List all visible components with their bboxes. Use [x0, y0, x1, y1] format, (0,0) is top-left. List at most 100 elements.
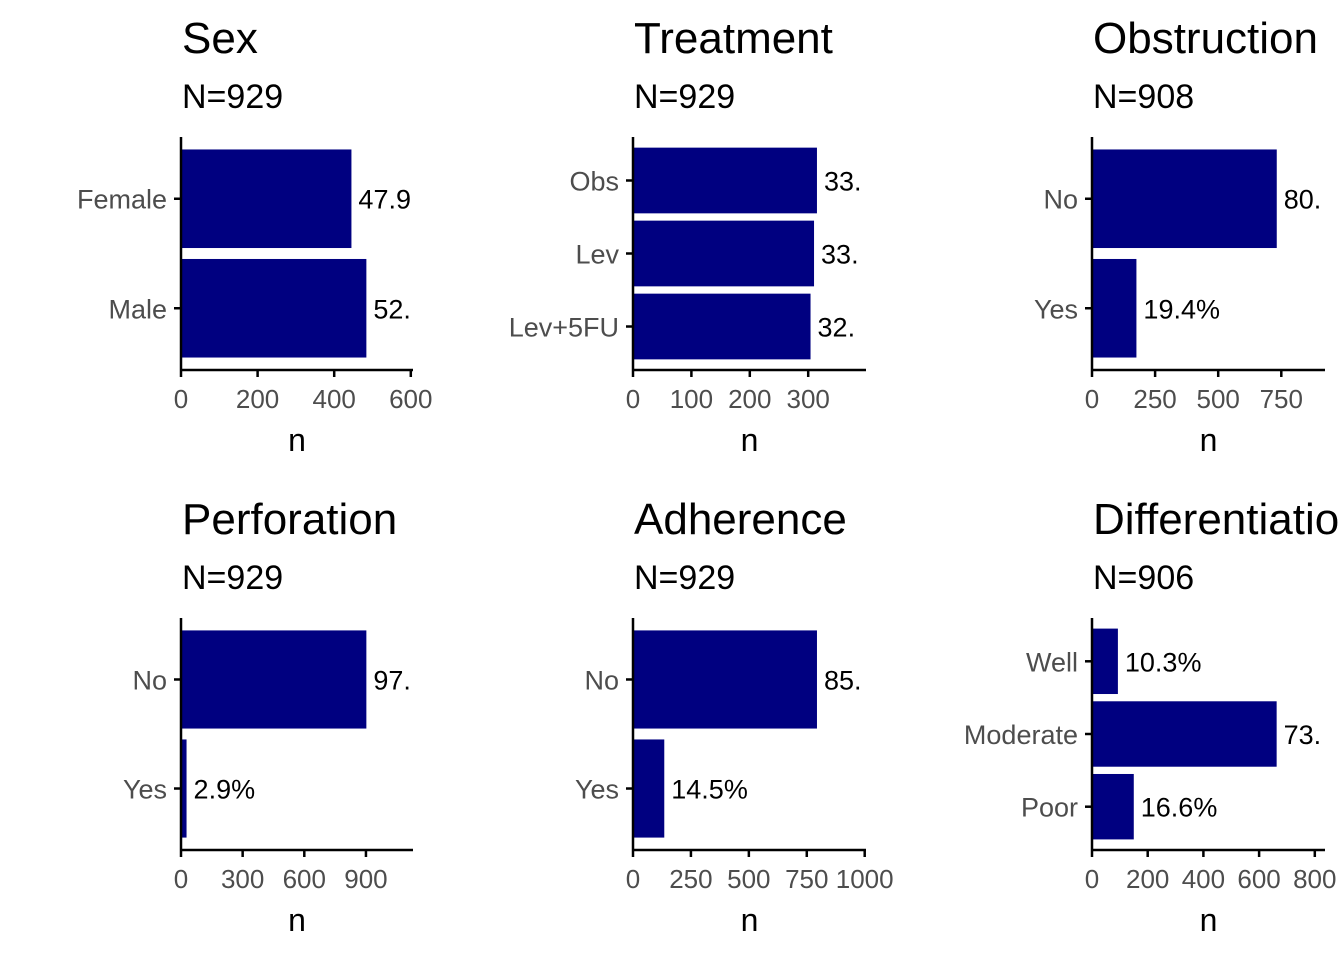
category-label: Obs [569, 166, 619, 196]
bar [1092, 258, 1137, 358]
x-tick-label: 600 [1237, 864, 1280, 894]
x-tick-label: 0 [626, 864, 640, 894]
chart-panel: Sex N=929 47.9 52. Female Male 0 200 400 600 n [77, 14, 433, 458]
x-tick-label: 400 [313, 384, 356, 414]
x-axis-title: n [741, 422, 759, 458]
x-tick-label: 750 [785, 864, 828, 894]
bars-group: 47.9 52. [181, 149, 411, 358]
bars-group: 97. 2.9% [181, 630, 411, 838]
data-label: 19.4% [1143, 294, 1220, 324]
x-tick-label: 100 [670, 384, 713, 414]
bar [181, 739, 187, 838]
panel-title: Adherence [634, 495, 847, 544]
x-axis-title: n [1200, 422, 1218, 458]
bars-group: 85. 14.5% [633, 630, 862, 838]
bar [633, 630, 817, 729]
x-tick-label: 200 [728, 384, 771, 414]
data-label: 32. [818, 313, 856, 343]
x-tick-label: 600 [389, 384, 432, 414]
bars-group: 80. 19.4% [1092, 149, 1322, 358]
chart-panel: Differentiatio N=906 10.3% 73. 16.6% Well Mode… [964, 495, 1339, 938]
category-label: Moderate [964, 720, 1078, 750]
x-axis-title: n [288, 902, 306, 938]
category-label: Yes [123, 775, 167, 805]
data-label: 85. [824, 665, 862, 695]
chart-panel: Treatment N=929 33. 33. 32. Obs Lev Lev+5FU 0 100… [509, 14, 866, 458]
category-label: Well [1026, 647, 1078, 677]
panel-title: Perforation [182, 495, 397, 544]
category-label: No [584, 665, 619, 695]
x-tick-label: 0 [1085, 864, 1099, 894]
data-label: 80. [1284, 185, 1322, 215]
bar [181, 149, 352, 249]
x-tick-label: 0 [174, 864, 188, 894]
bar [633, 220, 815, 287]
bar [633, 147, 817, 214]
panel-title: Obstruction [1093, 14, 1318, 63]
panel-title: Sex [182, 14, 258, 63]
x-tick-label: 1000 [836, 864, 894, 894]
x-tick-label: 0 [626, 384, 640, 414]
data-label: 33. [821, 240, 859, 270]
data-label: 2.9% [194, 775, 256, 805]
category-label: Female [77, 185, 167, 215]
x-tick-label: 800 [1293, 864, 1336, 894]
bar [1092, 701, 1277, 767]
category-label: No [1043, 185, 1078, 215]
data-label: 47.9 [358, 185, 411, 215]
x-tick-label: 500 [727, 864, 770, 894]
bar [1092, 773, 1134, 840]
x-tick-label: 400 [1182, 864, 1225, 894]
bar [181, 258, 367, 358]
bar [1092, 628, 1118, 695]
bars-group: 10.3% 73. 16.6% [1092, 628, 1322, 840]
data-label: 97. [373, 665, 411, 695]
x-tick-label: 250 [1133, 384, 1176, 414]
panel-title: Treatment [634, 14, 833, 63]
x-tick-label: 0 [1085, 384, 1099, 414]
x-tick-label: 300 [221, 864, 264, 894]
chart-panel: Perforation N=929 97. 2.9% No Yes 0 300 600 900 n [123, 495, 413, 938]
category-label: Poor [1021, 793, 1078, 823]
data-label: 16.6% [1141, 793, 1218, 823]
x-tick-label: 500 [1197, 384, 1240, 414]
bar [181, 630, 367, 729]
panel-title: Differentiatio [1093, 495, 1339, 544]
data-label: 33. [824, 166, 862, 196]
chart-panel: Obstruction N=908 80. 19.4% No Yes 0 250 500 750 n [1034, 14, 1325, 458]
data-label: 10.3% [1125, 647, 1202, 677]
category-label: Male [108, 294, 167, 324]
category-label: Lev+5FU [509, 313, 619, 343]
category-label: Lev [575, 240, 619, 270]
panel-subtitle: N=906 [1093, 559, 1194, 597]
chart-panel: Adherence N=929 85. 14.5% No Yes 0 250 500 750 100… [575, 495, 894, 938]
x-tick-label: 200 [236, 384, 279, 414]
category-label: Yes [575, 775, 619, 805]
bar [1092, 149, 1277, 249]
x-tick-label: 300 [787, 384, 830, 414]
x-tick-label: 750 [1260, 384, 1303, 414]
x-axis-title: n [1200, 902, 1218, 938]
data-label: 73. [1284, 720, 1322, 750]
panel-subtitle: N=929 [634, 78, 735, 116]
x-tick-label: 900 [344, 864, 387, 894]
panel-subtitle: N=929 [634, 559, 735, 597]
x-tick-label: 250 [669, 864, 712, 894]
panel-subtitle: N=929 [182, 78, 283, 116]
bar [633, 739, 665, 838]
bar [633, 293, 811, 360]
category-label: Yes [1034, 294, 1078, 324]
x-tick-label: 600 [283, 864, 326, 894]
x-axis-title: n [288, 422, 306, 458]
x-tick-label: 200 [1126, 864, 1169, 894]
bars-group: 33. 33. 32. [633, 147, 862, 360]
data-label: 14.5% [671, 775, 748, 805]
category-label: No [132, 665, 167, 695]
x-tick-label: 0 [174, 384, 188, 414]
data-label: 52. [373, 294, 411, 324]
panel-subtitle: N=908 [1093, 78, 1194, 116]
panel-subtitle: N=929 [182, 559, 283, 597]
x-axis-title: n [741, 902, 759, 938]
